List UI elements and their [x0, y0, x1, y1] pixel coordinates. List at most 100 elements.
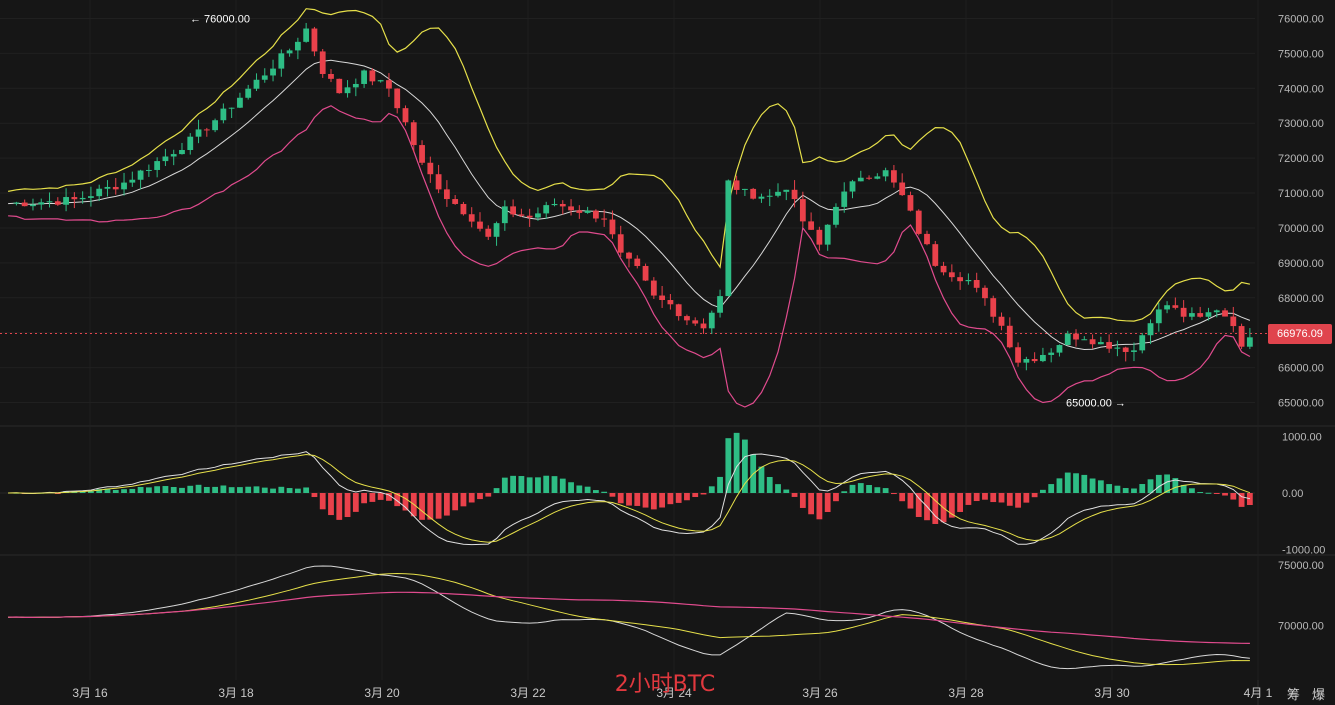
macd-histogram-bar [576, 485, 583, 493]
candle-body [675, 304, 682, 317]
date-tick-label: 3月 30 [1094, 686, 1130, 700]
macd-histogram-bar [1205, 492, 1212, 494]
candle-body [1081, 339, 1088, 341]
candle-body [741, 188, 748, 190]
candle-body [460, 203, 467, 215]
candle-body [758, 196, 765, 199]
macd-histogram-bar [973, 493, 980, 502]
macd-histogram-bar [725, 438, 732, 493]
macd-histogram-bar [220, 485, 227, 493]
candle-body [79, 197, 86, 200]
candle-body [667, 300, 674, 305]
candle-body [452, 199, 459, 204]
macd-histogram-bar [468, 493, 475, 503]
candle-body [626, 252, 632, 259]
macd-histogram-bar [435, 493, 442, 519]
candle-body [63, 197, 69, 205]
macd-histogram-bar [394, 493, 401, 507]
macd-tick-label: 0.00 [1282, 488, 1303, 500]
high-price-annotation: ← 76000.00 [190, 13, 250, 25]
candle-body [336, 78, 343, 94]
candle-body [121, 182, 127, 190]
macd-histogram-bar [841, 491, 848, 493]
candle-body [799, 199, 806, 222]
candle-body [1213, 310, 1220, 313]
candle-body [932, 244, 939, 266]
candle-body [990, 298, 997, 317]
candle-body [857, 177, 864, 182]
macd-histogram-bar [1114, 485, 1121, 493]
candle-body [485, 228, 492, 237]
macd-histogram-bar [990, 493, 997, 503]
candle-body [402, 108, 409, 123]
macd-histogram-bar [741, 439, 748, 493]
macd-histogram-bar [212, 486, 218, 493]
macd-histogram-bar [443, 493, 450, 516]
date-tick-label: 3月 26 [802, 686, 838, 700]
candle-body [915, 210, 922, 234]
price-annotations: ← 76000.00 65000.00 → [190, 13, 1126, 409]
candle-body [543, 205, 550, 214]
macd-histogram-bar [816, 493, 823, 520]
price-tick-label: 70000.00 [1278, 223, 1324, 235]
candle-body [294, 41, 301, 51]
macd-histogram-bar [179, 487, 185, 493]
macd-histogram-bar [758, 466, 765, 493]
lower-tick-label: 75000.00 [1278, 560, 1324, 572]
corner-toolbar-text[interactable]: 筹 爆 [1286, 688, 1329, 703]
candle-body [394, 88, 401, 109]
price-tick-label: 72000.00 [1278, 153, 1324, 165]
price-tick-label: 74000.00 [1278, 83, 1324, 95]
candle-body [692, 320, 699, 324]
candle-body [1089, 339, 1096, 345]
macd-histogram-bar [535, 477, 541, 493]
candle-body [510, 206, 517, 215]
macd-histogram-bar [626, 493, 632, 506]
macd-histogram-bar [286, 488, 293, 493]
candle-body [1238, 326, 1245, 347]
candle-body [617, 234, 624, 253]
candle-body [112, 186, 119, 190]
candle-body [237, 97, 243, 108]
macd-tick-label: -1000.00 [1282, 544, 1325, 556]
macd-histogram-bar [460, 493, 467, 507]
candle-body [535, 213, 541, 218]
macd-histogram-bar [228, 487, 235, 493]
lower-panel [8, 565, 1250, 670]
macd-histogram-bar [808, 493, 815, 515]
macd-histogram-bar [667, 493, 674, 505]
candle-body [203, 129, 210, 131]
macd-histogram-bar [584, 486, 591, 493]
macd-histogram-bar [965, 493, 972, 505]
macd-histogram-bar [477, 493, 483, 500]
candle-body [907, 195, 914, 211]
macd-histogram-bar [129, 488, 136, 493]
candle-body [319, 51, 326, 74]
date-axis: 3月 16 3月 18 3月 20 3月 22 3月 24 3月 26 3月 28 3月 30… [72, 686, 1272, 700]
candle-body [30, 204, 36, 207]
macd-histogram-bar [278, 486, 285, 493]
macd-histogram-bar [245, 486, 252, 493]
macd-histogram-bar [501, 477, 508, 493]
macd-histogram-bar [1064, 472, 1071, 493]
candle-body [1106, 342, 1113, 349]
candle-body [435, 174, 442, 190]
candle-body [766, 195, 773, 197]
macd-dif-line [8, 451, 1251, 546]
macd-histogram-bar [79, 491, 86, 493]
candle-body [849, 181, 856, 192]
macd-histogram-bar [1172, 478, 1179, 493]
candle-body [328, 73, 334, 79]
candle-body [891, 170, 897, 183]
watermark-text: 2小时BTC [614, 672, 716, 697]
macd-histogram-bar [1139, 484, 1146, 493]
candle-body [642, 265, 649, 281]
macd-histogram-bar [642, 493, 649, 508]
candle-body [270, 68, 276, 76]
date-tick-label: 3月 24 [656, 686, 692, 700]
macd-histogram-bar [1147, 479, 1154, 493]
macd-histogram-bar [791, 493, 798, 497]
candle-body [684, 316, 690, 321]
price-tick-label: 71000.00 [1278, 188, 1324, 200]
